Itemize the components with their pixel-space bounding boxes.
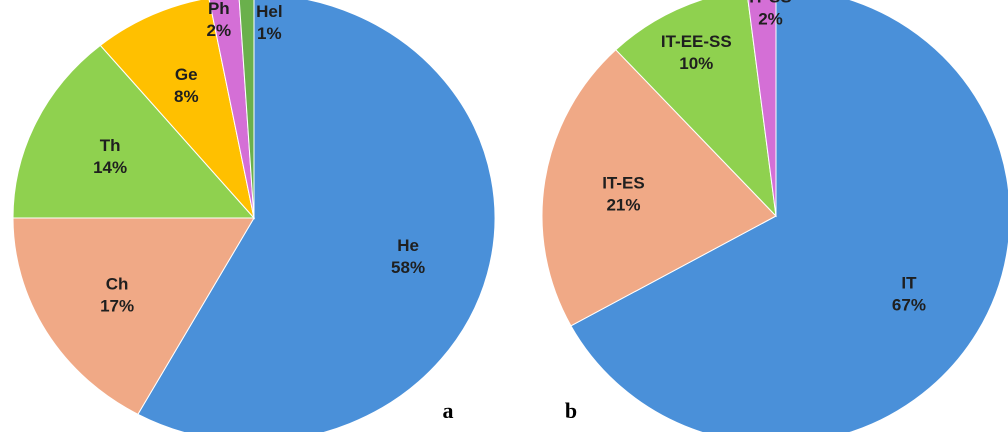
- slice-percent: 1%: [257, 24, 282, 43]
- pie-chart-b: IT 67% IT-ES 21% IT-EE-SS 10% IT-SS 2%: [541, 0, 1008, 432]
- slice-percent: 2%: [758, 10, 783, 29]
- pie-slice-he: [137, 0, 496, 432]
- slice-percent: 10%: [679, 54, 713, 73]
- slice-name: Ge: [175, 65, 198, 84]
- slice-percent: 21%: [606, 195, 640, 214]
- pie-slice-it: [570, 0, 1008, 432]
- slice-label-ch: Ch 17%: [100, 274, 134, 315]
- slice-percent: 14%: [93, 158, 127, 177]
- slice-percent: 2%: [207, 21, 232, 40]
- pie-slice-hel: [238, 0, 255, 219]
- pie-chart-a: He 58% Ch 17% Th 14% Ge 8% Ph 2% Hel 1%: [12, 0, 496, 432]
- slice-label-it-ss: IT-SS 2%: [749, 0, 792, 29]
- slice-label-it-es: IT-ES 21%: [602, 173, 645, 214]
- slice-name: Ph: [208, 0, 230, 18]
- slice-name: Th: [100, 136, 121, 155]
- panel-label-a: a: [443, 398, 454, 423]
- slice-label-th: Th 14%: [93, 136, 127, 177]
- pie-slice-ge: [99, 0, 255, 220]
- slice-name: He: [397, 236, 419, 255]
- slice-name: IT: [901, 274, 917, 293]
- slice-name: IT-EE-SS: [661, 32, 732, 51]
- panel-label-b: b: [565, 398, 577, 423]
- slice-name: IT-SS: [749, 0, 792, 7]
- pie-slice-it-ee-ss: [615, 0, 777, 218]
- slice-label-ph: Ph 2%: [207, 0, 232, 40]
- slice-name: IT-ES: [602, 173, 645, 192]
- pie-slice-it-ss: [747, 0, 777, 217]
- slice-label-it-ee-ss: IT-EE-SS 10%: [661, 32, 732, 73]
- pie-slice-it-es: [541, 49, 777, 327]
- slice-label-he: He 58%: [391, 236, 425, 277]
- pie-slice-th: [12, 44, 256, 219]
- pie-slice-ch: [12, 217, 255, 415]
- slice-percent: 67%: [892, 296, 926, 315]
- slice-label-ge: Ge 8%: [174, 65, 199, 106]
- slice-percent: 58%: [391, 258, 425, 277]
- slice-name: Ch: [106, 274, 129, 293]
- slice-label-hel: Hel 1%: [256, 2, 282, 43]
- slice-percent: 8%: [174, 87, 199, 106]
- slice-label-it: IT 67%: [892, 274, 926, 315]
- slice-percent: 17%: [100, 296, 134, 315]
- slice-name: Hel: [256, 2, 282, 21]
